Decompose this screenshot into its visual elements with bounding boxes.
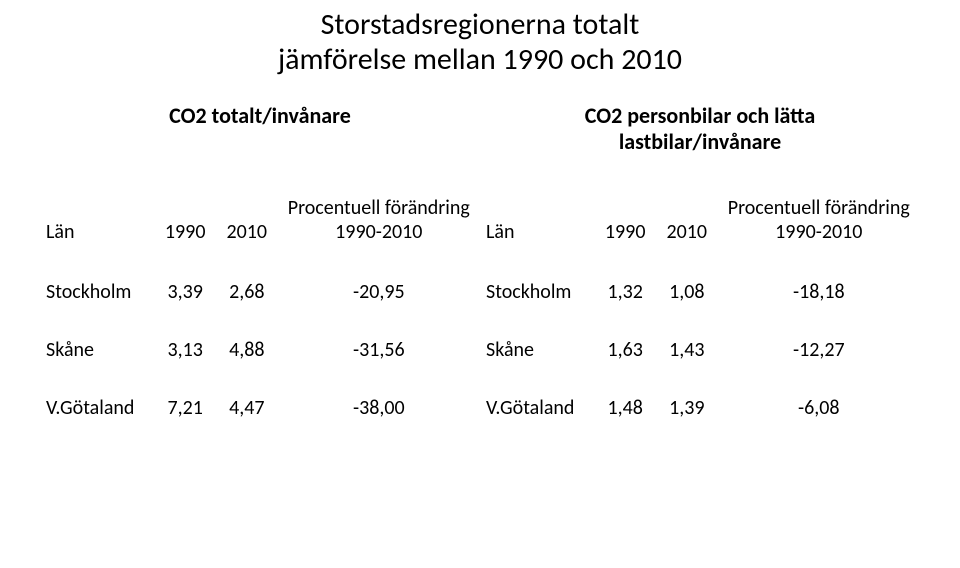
- subhead-right-line2: lastbilar/invånare: [480, 129, 920, 155]
- title-line-2: jämförelse mellan 1990 och 2010: [40, 43, 920, 78]
- row-pct: -6,08: [718, 396, 920, 420]
- col-header-2010: 2010: [656, 196, 718, 246]
- row-label: V.Götaland: [40, 396, 154, 420]
- table-header-row: Län 1990 2010 Procentuell förändring 199…: [40, 196, 480, 246]
- col-header-2010: 2010: [216, 196, 278, 246]
- table-row: Stockholm 1,32 1,08 -18,18: [480, 280, 920, 304]
- row-v1: 1,63: [594, 338, 656, 362]
- row-v2: 2,68: [216, 280, 278, 304]
- row-pct: -12,27: [718, 338, 920, 362]
- pct-header-line1: Procentuell förändring: [284, 196, 474, 220]
- right-table: Län 1990 2010 Procentuell förändring 199…: [480, 196, 920, 420]
- row-v1: 3,13: [154, 338, 216, 362]
- spacer-row: [40, 304, 480, 338]
- row-label: Skåne: [480, 338, 594, 362]
- row-v1: 1,48: [594, 396, 656, 420]
- table-header-row: Län 1990 2010 Procentuell förändring 199…: [480, 196, 920, 246]
- subhead-row: CO2 totalt/invånare CO2 personbilar och …: [40, 103, 920, 156]
- row-v1: 3,39: [154, 280, 216, 304]
- row-label: Stockholm: [40, 280, 154, 304]
- col-header-1990: 1990: [154, 196, 216, 246]
- row-v2: 4,88: [216, 338, 278, 362]
- table-row: Skåne 3,13 4,88 -31,56: [40, 338, 480, 362]
- pct-header-line1: Procentuell förändring: [724, 196, 914, 220]
- row-label: Skåne: [40, 338, 154, 362]
- col-header-pct: Procentuell förändring 1990-2010: [718, 196, 920, 246]
- row-v2: 1,43: [656, 338, 718, 362]
- subhead-right-col: CO2 personbilar och lätta lastbilar/invå…: [480, 103, 920, 156]
- row-v1: 7,21: [154, 396, 216, 420]
- row-label: Stockholm: [480, 280, 594, 304]
- title-block: Storstadsregionerna totalt jämförelse me…: [40, 8, 920, 77]
- right-table-col: Län 1990 2010 Procentuell förändring 199…: [480, 196, 920, 420]
- tables-row: Län 1990 2010 Procentuell förändring 199…: [40, 196, 920, 420]
- row-v2: 1,08: [656, 280, 718, 304]
- spacer-row: [40, 362, 480, 396]
- pct-header-line2: 1990-2010: [284, 220, 474, 244]
- row-pct: -18,18: [718, 280, 920, 304]
- left-table-col: Län 1990 2010 Procentuell förändring 199…: [40, 196, 480, 420]
- subhead-left: CO2 totalt/invånare: [40, 103, 480, 129]
- row-pct: -31,56: [278, 338, 480, 362]
- slide-page: Storstadsregionerna totalt jämförelse me…: [0, 0, 960, 568]
- subhead-right-line1: CO2 personbilar och lätta: [480, 103, 920, 129]
- col-header-region: Län: [40, 196, 154, 246]
- table-row: V.Götaland 7,21 4,47 -38,00: [40, 396, 480, 420]
- spacer-row: [40, 246, 480, 280]
- row-v2: 4,47: [216, 396, 278, 420]
- row-label: V.Götaland: [480, 396, 594, 420]
- left-table: Län 1990 2010 Procentuell förändring 199…: [40, 196, 480, 420]
- row-v2: 1,39: [656, 396, 718, 420]
- spacer-row: [480, 246, 920, 280]
- spacer-row: [480, 362, 920, 396]
- row-v1: 1,32: [594, 280, 656, 304]
- pct-header-line2: 1990-2010: [724, 220, 914, 244]
- spacer-row: [480, 304, 920, 338]
- col-header-1990: 1990: [594, 196, 656, 246]
- col-header-region: Län: [480, 196, 594, 246]
- table-row: Skåne 1,63 1,43 -12,27: [480, 338, 920, 362]
- row-pct: -20,95: [278, 280, 480, 304]
- title-line-1: Storstadsregionerna totalt: [40, 8, 920, 43]
- table-row: Stockholm 3,39 2,68 -20,95: [40, 280, 480, 304]
- row-pct: -38,00: [278, 396, 480, 420]
- col-header-pct: Procentuell förändring 1990-2010: [278, 196, 480, 246]
- subhead-left-col: CO2 totalt/invånare: [40, 103, 480, 156]
- table-row: V.Götaland 1,48 1,39 -6,08: [480, 396, 920, 420]
